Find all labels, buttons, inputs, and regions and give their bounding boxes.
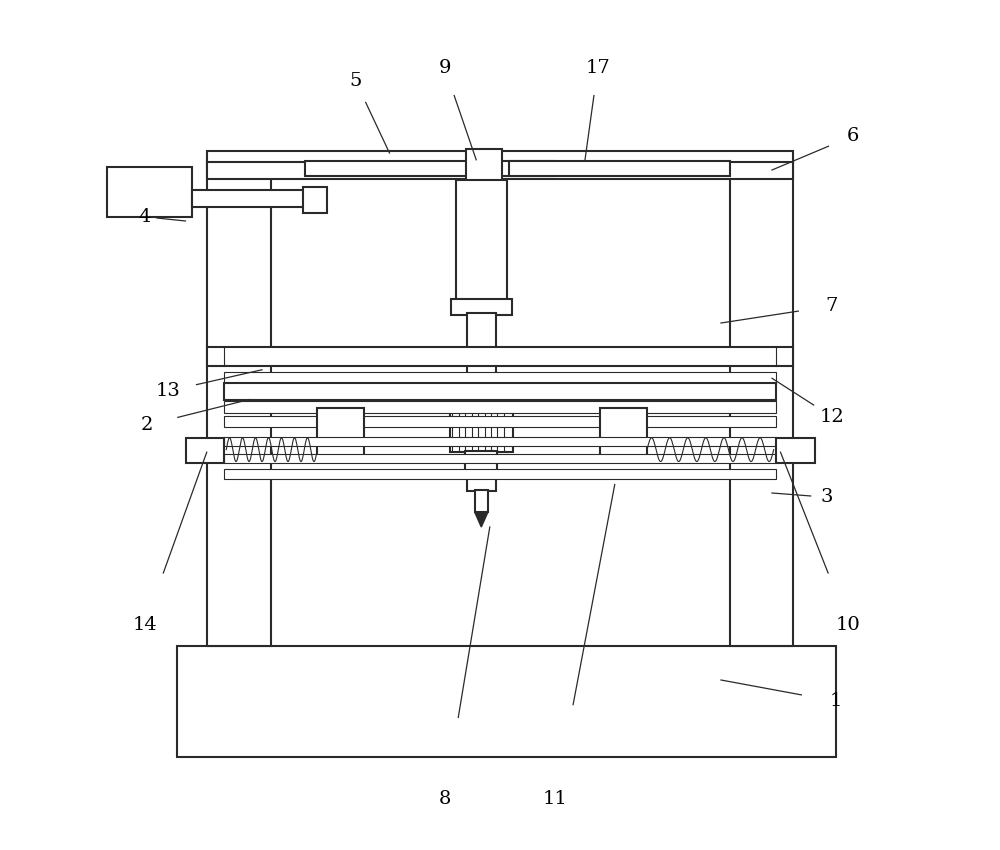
Bar	[207, 159, 793, 178]
Text: 9: 9	[438, 59, 451, 77]
Bar	[224, 372, 776, 384]
Bar	[207, 347, 793, 366]
Bar	[600, 408, 647, 459]
Polygon shape	[475, 512, 488, 527]
Text: 17: 17	[585, 59, 610, 77]
Text: 12: 12	[819, 407, 844, 426]
Bar	[317, 408, 364, 459]
Text: 7: 7	[825, 297, 838, 315]
Bar	[224, 469, 776, 479]
Bar	[224, 437, 776, 446]
Bar	[509, 162, 730, 176]
Bar	[451, 299, 512, 314]
Bar	[303, 187, 327, 212]
Bar	[177, 646, 836, 756]
Text: 4: 4	[139, 207, 151, 226]
Bar	[450, 390, 513, 452]
Bar	[466, 149, 502, 183]
Bar	[459, 379, 503, 393]
Text: 11: 11	[543, 790, 568, 808]
Bar	[456, 180, 507, 302]
Bar	[186, 438, 224, 463]
Bar	[107, 167, 192, 217]
Bar	[475, 490, 488, 512]
Bar	[467, 313, 496, 382]
Bar	[224, 454, 776, 463]
Bar	[730, 162, 793, 646]
Text: 8: 8	[439, 790, 451, 808]
Bar	[465, 450, 497, 476]
Text: 2: 2	[141, 416, 153, 434]
Bar	[224, 382, 776, 399]
Text: 13: 13	[156, 382, 181, 400]
Bar	[207, 151, 793, 162]
Text: 10: 10	[836, 615, 861, 634]
Text: 1: 1	[830, 692, 842, 711]
Bar	[305, 162, 555, 176]
Text: 14: 14	[132, 615, 157, 634]
Text: 5: 5	[349, 71, 362, 90]
Bar	[467, 474, 496, 491]
Bar	[776, 438, 814, 463]
Text: 6: 6	[847, 127, 859, 145]
Bar	[224, 416, 776, 427]
Bar	[224, 401, 776, 413]
Bar	[207, 162, 270, 646]
Text: 3: 3	[821, 488, 834, 507]
Bar	[192, 190, 307, 207]
